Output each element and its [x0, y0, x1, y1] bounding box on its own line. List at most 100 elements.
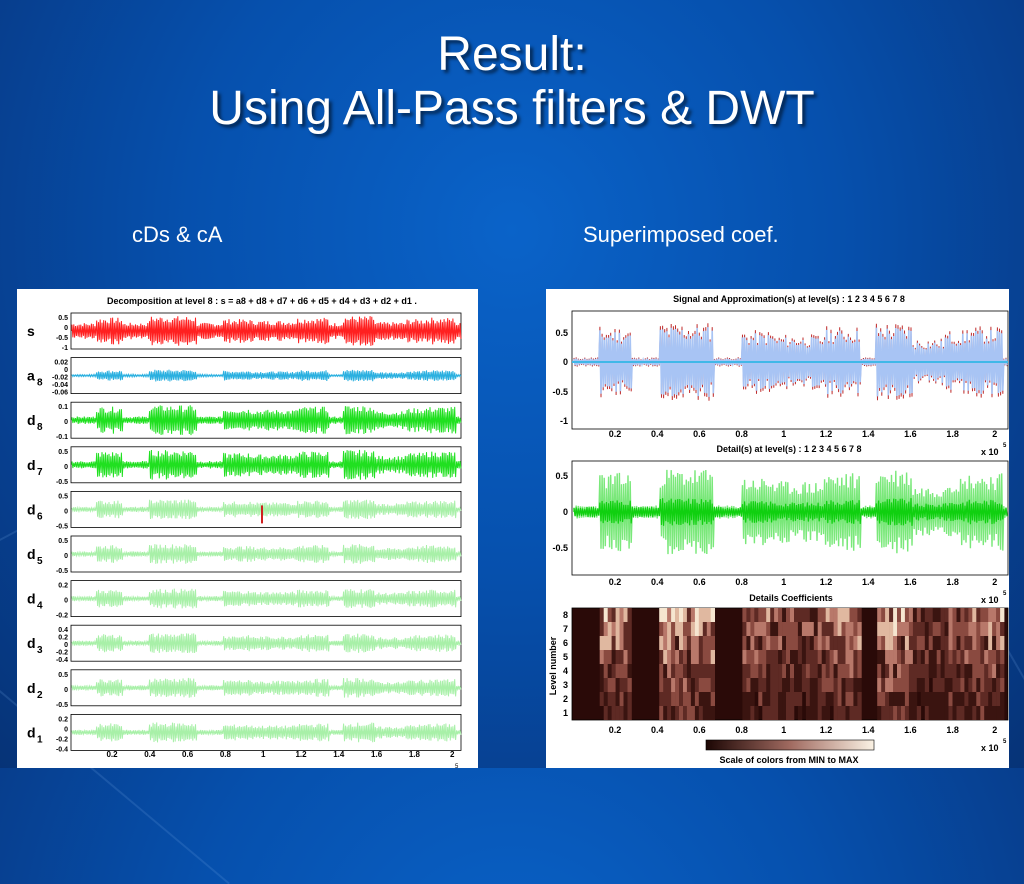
heatmap-cell [623, 650, 628, 664]
heatmap-cell [964, 622, 969, 636]
heatmap-cell [694, 622, 700, 636]
heatmap-cell [893, 678, 898, 692]
heatmap-cell [766, 622, 771, 636]
heatmap-cell [825, 608, 830, 622]
heatmap-cell [992, 678, 997, 692]
heatmap-cell [782, 650, 787, 664]
heatmap-cell [829, 664, 834, 678]
heatmap-cell [770, 650, 775, 664]
heatmap-cell [710, 622, 715, 636]
heatmap-cell [607, 706, 612, 720]
heatmap-cell [960, 650, 965, 664]
heatmap-cell [920, 622, 926, 636]
heatmap-cell [821, 706, 826, 720]
row-label: d [27, 635, 36, 651]
heatmap-cell [607, 622, 612, 636]
heatmap-cell [964, 664, 969, 678]
heatmap-cell [853, 608, 858, 622]
x-tick-label: 2 [992, 577, 997, 587]
heatmap-cell [956, 608, 961, 622]
heatmap-cell [889, 678, 894, 692]
heatmap-cell [932, 706, 937, 720]
row-signal-trace [71, 405, 462, 436]
y-tick-label: 0 [64, 508, 68, 515]
heatmap-cell [829, 622, 834, 636]
heatmap-cell [976, 692, 981, 706]
heatmap-cell [940, 608, 945, 622]
heatmap-cell [857, 636, 862, 650]
heatmap-cell [762, 608, 767, 622]
heatmap-cell [904, 622, 910, 636]
heatmap-cell [908, 636, 914, 650]
heatmap-cell [916, 706, 922, 720]
row-label: d [27, 501, 36, 517]
heatmap-cell [675, 678, 680, 692]
heatmap-cell [675, 650, 680, 664]
heatmap-cell [758, 678, 763, 692]
heatmap-cell [742, 706, 747, 720]
heatmap-cell [813, 706, 819, 720]
heatmap-cell [698, 608, 704, 622]
heatmap-cell [960, 692, 965, 706]
heatmap-cell [916, 650, 922, 664]
heatmap-cell [663, 678, 668, 692]
heatmap-cell [940, 636, 945, 650]
heatmap-cell [952, 622, 957, 636]
heatmap-cell [675, 622, 680, 636]
heatmap-cell [694, 664, 700, 678]
heatmap-cell [797, 678, 803, 692]
heatmap-cell [627, 692, 632, 706]
heatmap-cell [829, 692, 834, 706]
y-tick-label: -0.4 [56, 657, 68, 664]
heatmap-cell [611, 650, 616, 664]
heatmap-cell [980, 678, 985, 692]
heatmap-cell [936, 706, 941, 720]
row-signal-trace [71, 677, 462, 698]
heatmap-cell [623, 706, 628, 720]
heatmap-cell [889, 608, 894, 622]
heatmap-cell [675, 608, 680, 622]
heatmap-cell [889, 636, 894, 650]
heatmap-cell [671, 692, 676, 706]
heatmap-cell [683, 636, 688, 650]
y-tick-label: 0.2 [58, 583, 68, 590]
heatmap-cell [829, 608, 834, 622]
y-tick-label: 0.02 [54, 360, 68, 367]
heatmap-cell [877, 650, 882, 664]
heatmap-cell [853, 636, 858, 650]
x-exponent: 5 [1003, 443, 1007, 449]
y-tick-label: -0.5 [56, 702, 68, 709]
colorbar-label: Scale of colors from MIN to MAX [719, 755, 858, 765]
heatmap-cell [920, 636, 926, 650]
y-tick-label: -0.06 [52, 390, 68, 397]
heatmap-cell [627, 706, 632, 720]
heatmap-cell [683, 608, 688, 622]
heatmap-cell [698, 678, 704, 692]
heatmap-cell [754, 636, 759, 650]
heatmap-cell [897, 678, 902, 692]
heatmap-cell [952, 608, 957, 622]
heatmap-cell [607, 678, 612, 692]
heatmap-cell [992, 608, 997, 622]
heatmap-cell [988, 664, 993, 678]
heatmap-cell [667, 692, 672, 706]
heatmap-cell [698, 622, 704, 636]
heatmap-cell [825, 636, 830, 650]
heatmap-cell [932, 622, 937, 636]
y-tick-label: -1 [62, 345, 68, 352]
heatmap-cell [762, 636, 767, 650]
heatmap-cell [611, 636, 616, 650]
heatmap-cell [659, 636, 664, 650]
heatmap-cell [833, 664, 838, 678]
x-tick-label: 0.6 [693, 725, 706, 735]
row-label-subscript: 5 [37, 556, 43, 567]
y-tick-label: 0.5 [58, 672, 68, 679]
heatmap-cell [968, 692, 973, 706]
heatmap-cell [770, 706, 775, 720]
heatmap-cell [615, 678, 620, 692]
heatmap-cell [778, 664, 783, 678]
heatmap-cell [710, 664, 715, 678]
heatmap-cell [932, 608, 937, 622]
row-label-subscript: 8 [37, 422, 43, 433]
heatmap-cell [853, 692, 858, 706]
